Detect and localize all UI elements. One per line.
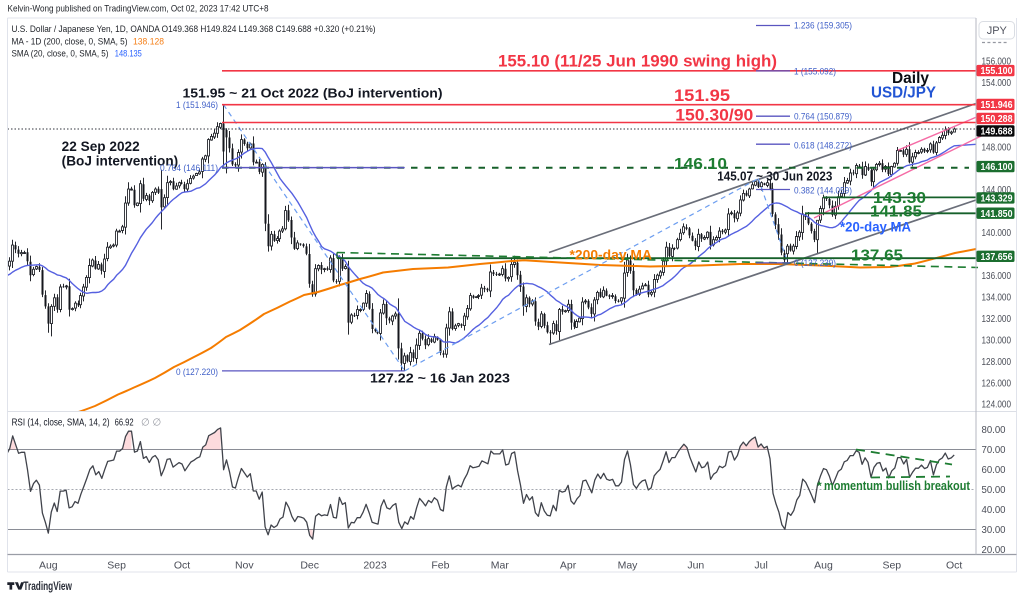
svg-text:128.000: 128.000 — [982, 357, 1012, 368]
svg-text:0 (137.239): 0 (137.239) — [794, 258, 836, 269]
svg-text:124.000: 124.000 — [982, 400, 1012, 411]
svg-text:(BoJ intervention): (BoJ intervention) — [62, 154, 179, 169]
svg-text:0.618 (148.272): 0.618 (148.272) — [794, 140, 852, 151]
svg-text:20.00: 20.00 — [982, 545, 1006, 556]
svg-text:Oct: Oct — [174, 560, 190, 572]
svg-text:141.850: 141.850 — [981, 209, 1013, 220]
svg-text:May: May — [618, 560, 639, 572]
svg-text:127.22 ~ 16 Jan 2023: 127.22 ~ 16 Jan 2023 — [370, 371, 510, 386]
svg-text:146.10: 146.10 — [674, 156, 727, 173]
svg-text:40.00: 40.00 — [982, 505, 1006, 516]
svg-text:60.00: 60.00 — [982, 465, 1006, 476]
svg-text:30.00: 30.00 — [982, 525, 1006, 536]
svg-text:*200-day MA: *200-day MA — [570, 248, 653, 263]
svg-text:*20-day MA: *20-day MA — [840, 219, 911, 235]
svg-text:143.329: 143.329 — [981, 194, 1013, 205]
svg-text:70.00: 70.00 — [982, 445, 1006, 456]
svg-text:138.128: 138.128 — [133, 36, 164, 47]
svg-text:132.000: 132.000 — [982, 314, 1012, 325]
svg-text:130.000: 130.000 — [982, 335, 1012, 346]
svg-text:0 (127.220): 0 (127.220) — [176, 367, 218, 378]
svg-text:Apr: Apr — [560, 560, 577, 572]
svg-text:143.30: 143.30 — [873, 190, 926, 207]
svg-text:1 (151.946): 1 (151.946) — [176, 100, 218, 111]
svg-text:146.100: 146.100 — [981, 162, 1013, 173]
svg-text:Jun: Jun — [687, 560, 704, 572]
svg-text:137.65: 137.65 — [851, 248, 903, 265]
svg-text:*: * — [817, 479, 822, 493]
svg-text:U.S. Dollar / Japanese Yen, 1D: U.S. Dollar / Japanese Yen, 1D, OANDA O1… — [12, 24, 376, 35]
svg-text:Nov: Nov — [235, 560, 254, 572]
svg-text:148.000: 148.000 — [982, 142, 1012, 153]
svg-text:140.000: 140.000 — [982, 228, 1012, 239]
svg-text:Daily: Daily — [892, 70, 929, 87]
svg-text:156.000: 156.000 — [982, 57, 1012, 68]
svg-text:126.000: 126.000 — [982, 378, 1012, 389]
svg-text:∅ ∅: ∅ ∅ — [141, 418, 161, 429]
svg-text:155.10 (11/25 Jun 1990 swing h: 155.10 (11/25 Jun 1990 swing high) — [498, 52, 777, 71]
svg-text:145.07 ~ 30 Jun 2023: 145.07 ~ 30 Jun 2023 — [717, 169, 832, 184]
svg-text:RSI (14, close, SMA, 14, 2): RSI (14, close, SMA, 14, 2) — [12, 418, 110, 429]
svg-text:Dec: Dec — [300, 560, 319, 572]
svg-text:0.382 (144.059): 0.382 (144.059) — [794, 186, 852, 197]
svg-text:JPY: JPY — [987, 25, 1008, 37]
svg-text:149.688: 149.688 — [981, 127, 1013, 138]
svg-text:150.288: 150.288 — [981, 114, 1013, 125]
svg-text:154.000: 154.000 — [982, 78, 1012, 89]
svg-text:Jul: Jul — [754, 560, 767, 572]
svg-text:Aug: Aug — [814, 560, 833, 572]
svg-text:MA - 1D (200, close, 0, SMA, 5: MA - 1D (200, close, 0, SMA, 5) — [12, 36, 128, 47]
svg-text:2023: 2023 — [363, 560, 387, 572]
svg-text:155.100: 155.100 — [981, 66, 1013, 77]
svg-text:Sep: Sep — [107, 560, 126, 572]
svg-text:Kelvin-Wong published on Tradi: Kelvin-Wong published on TradingView.com… — [8, 3, 269, 14]
svg-text:80.00: 80.00 — [982, 425, 1006, 436]
svg-text:Mar: Mar — [491, 560, 510, 572]
svg-text:momentum bullish breakout: momentum bullish breakout — [824, 479, 971, 493]
svg-text:Feb: Feb — [431, 560, 449, 572]
svg-text:TradingView: TradingView — [23, 581, 72, 593]
svg-text:136.000: 136.000 — [982, 271, 1012, 282]
svg-text:USD/JPY: USD/JPY — [871, 85, 936, 102]
svg-text:0.764 (150.879): 0.764 (150.879) — [794, 112, 852, 123]
svg-text:1 (155.092): 1 (155.092) — [794, 66, 836, 77]
svg-text:50.00: 50.00 — [982, 485, 1006, 496]
svg-text:1.236 (159.305): 1.236 (159.305) — [794, 21, 852, 32]
svg-text:148.135: 148.135 — [115, 48, 142, 59]
svg-text:66.92: 66.92 — [115, 418, 134, 429]
svg-text:137.656: 137.656 — [981, 252, 1013, 263]
svg-text:151.946: 151.946 — [981, 100, 1013, 111]
svg-text:151.95 ~ 21 Oct 2022 (BoJ inte: 151.95 ~ 21 Oct 2022 (BoJ intervention) — [183, 86, 443, 101]
svg-text:144.000: 144.000 — [982, 185, 1012, 196]
svg-text:Sep: Sep — [882, 560, 901, 572]
svg-text:134.000: 134.000 — [982, 293, 1012, 304]
svg-text:0.764 (146.111): 0.764 (146.111) — [160, 163, 218, 174]
svg-text:151.95: 151.95 — [674, 86, 730, 105]
svg-text:SMA (20, close, 0, SMA, 5): SMA (20, close, 0, SMA, 5) — [12, 48, 109, 59]
svg-text:Oct: Oct — [946, 560, 962, 572]
svg-text:141.85: 141.85 — [870, 204, 922, 221]
svg-text:150.30/90: 150.30/90 — [675, 106, 753, 125]
svg-text:Aug: Aug — [39, 560, 58, 572]
svg-text:22 Sep 2022: 22 Sep 2022 — [62, 139, 140, 154]
